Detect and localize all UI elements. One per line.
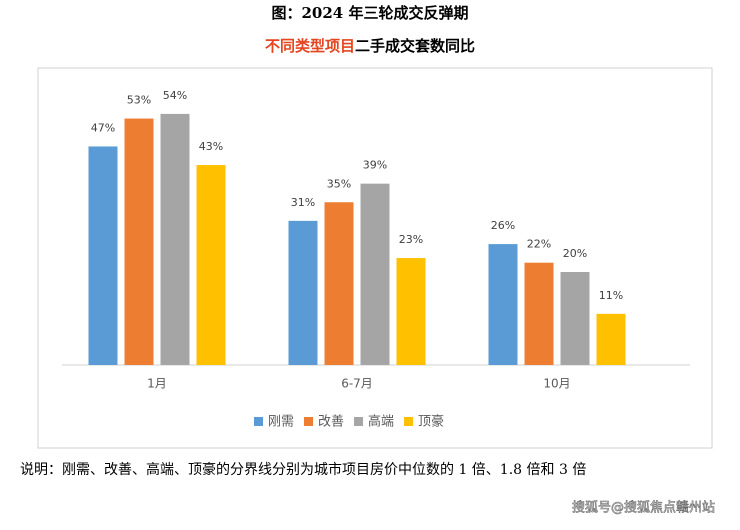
chart-frame xyxy=(37,67,713,449)
bar xyxy=(88,146,118,365)
watermark: 搜狐号@搜狐焦点赣州站 xyxy=(572,501,715,516)
bar xyxy=(288,220,318,365)
bar xyxy=(360,183,390,365)
legend-swatch xyxy=(304,417,314,426)
value-label: 53% xyxy=(127,94,151,107)
legend-swatch xyxy=(254,417,263,426)
x-tick-label: 10月 xyxy=(543,377,570,391)
value-label: 35% xyxy=(327,177,351,190)
bar xyxy=(560,272,590,365)
value-label: 23% xyxy=(399,233,423,246)
legend-label: 顶豪 xyxy=(418,414,444,430)
legend-label: 刚需 xyxy=(268,415,294,430)
value-label: 11% xyxy=(599,289,623,302)
legend-label: 改善 xyxy=(318,414,344,430)
bar xyxy=(196,165,226,365)
value-label: 39% xyxy=(363,159,387,172)
bar xyxy=(160,113,190,366)
value-label: 20% xyxy=(563,247,587,260)
bar xyxy=(596,313,626,365)
legend-swatch xyxy=(404,417,414,426)
note: 说明：刚需、改善、高端、顶豪的分界线分别为城市项目房价中位数的 1 倍、1.8 … xyxy=(20,461,586,478)
x-tick-label: 6-7月 xyxy=(341,377,373,391)
legend-label: 高端 xyxy=(368,414,394,430)
x-tick-label: 1月 xyxy=(147,377,167,391)
bar xyxy=(524,262,554,365)
value-label: 47% xyxy=(91,121,115,134)
page-title: 图：2024 年三轮成交反弹期 xyxy=(272,4,469,22)
legend-swatch xyxy=(354,417,364,426)
value-label: 43% xyxy=(199,140,223,153)
bar xyxy=(488,244,518,365)
value-label: 22% xyxy=(527,238,551,251)
value-label: 31% xyxy=(291,196,315,209)
subtitle: 不同类型项目二手成交套数同比 xyxy=(265,37,475,55)
value-label: 54% xyxy=(163,89,187,102)
bar xyxy=(324,202,354,365)
subtitle-rest: 二手成交套数同比 xyxy=(355,37,475,55)
subtitle-highlight: 不同类型项目 xyxy=(265,37,355,55)
value-label: 26% xyxy=(491,219,515,232)
bar xyxy=(124,118,154,365)
bar xyxy=(396,258,426,365)
